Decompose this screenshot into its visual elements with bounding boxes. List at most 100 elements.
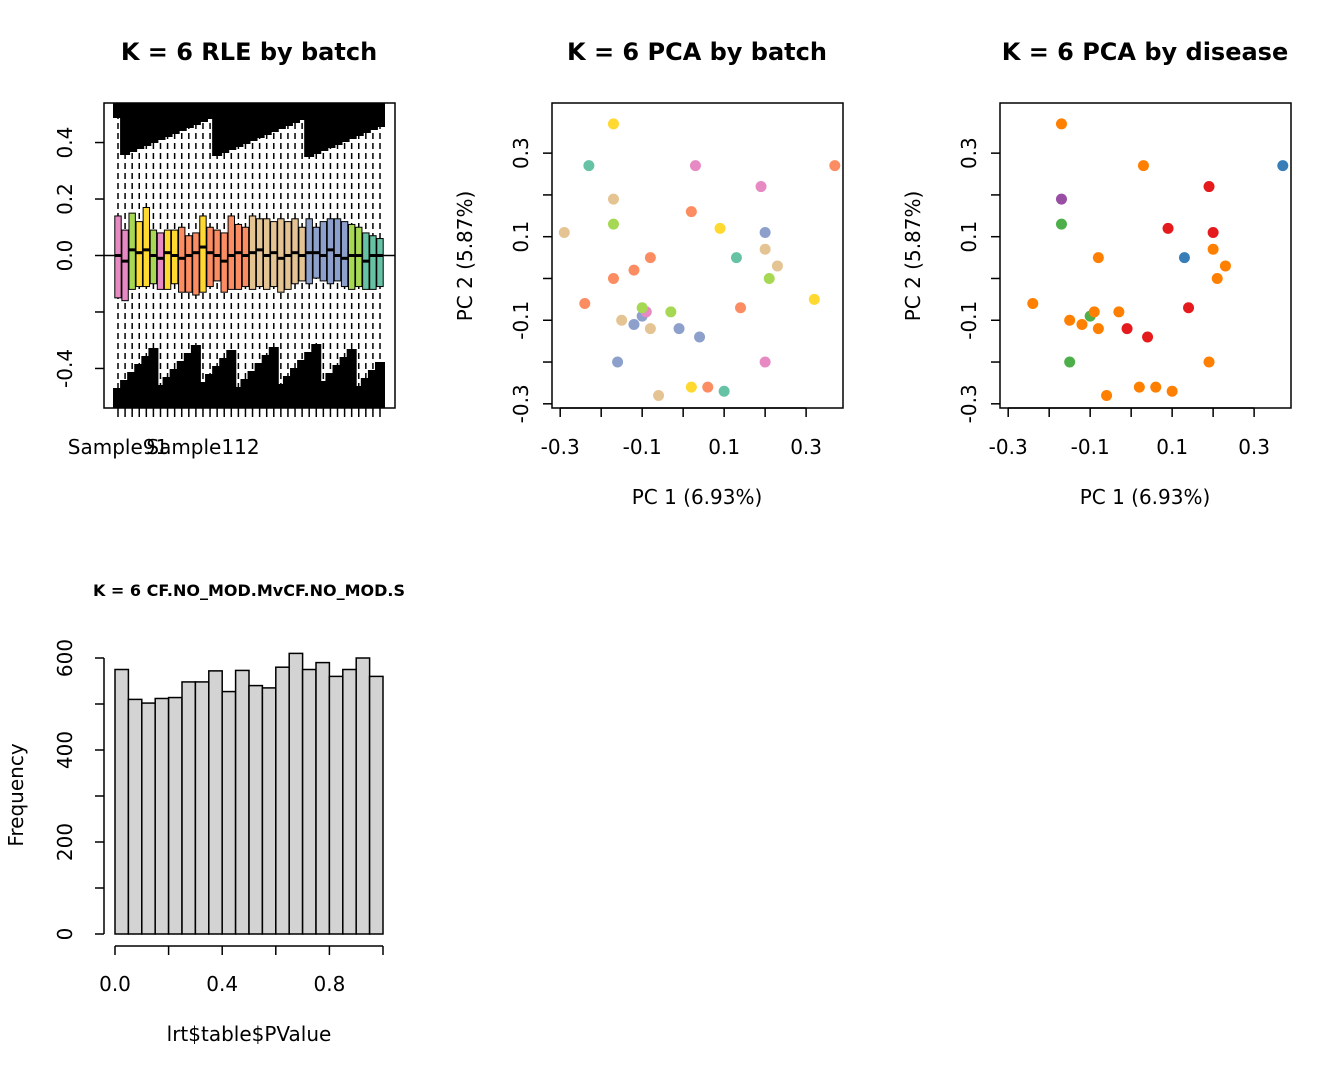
rle-outliers-bottom — [261, 355, 272, 408]
rle-outliers-bottom — [190, 345, 201, 408]
rle-outliers-bottom — [219, 358, 230, 408]
hist-bar — [181, 681, 197, 935]
pca-disease-point — [1064, 314, 1076, 326]
pca-disease-point — [1055, 193, 1067, 205]
rle-outliers-bottom — [120, 380, 131, 408]
rle-outliers-bottom — [353, 386, 364, 408]
pca-disease-x-tick-label: -0.3 — [989, 435, 1028, 459]
rle-outliers-top — [275, 103, 286, 129]
pca-disease-x-tick-label: 0.3 — [1238, 435, 1270, 459]
pca-disease-point — [1277, 160, 1289, 172]
rle-outliers-bottom — [205, 374, 216, 408]
pca-batch-point — [714, 222, 726, 234]
hist-bar — [261, 687, 277, 935]
rle-outliers-bottom — [346, 349, 357, 408]
rle-outliers-bottom — [183, 353, 194, 408]
hist-bar — [275, 666, 290, 935]
pca-batch-point — [771, 260, 783, 272]
pca-disease-point — [1092, 323, 1104, 335]
hist-bar — [368, 675, 384, 935]
rle-outliers-bottom — [311, 344, 322, 408]
rle-box — [227, 215, 235, 290]
rle-outliers-bottom — [134, 364, 145, 408]
hist-y-tick-label: 200 — [53, 823, 77, 861]
rle-outliers-top — [205, 103, 216, 119]
rle-outliers-bottom — [254, 363, 265, 408]
rle-box — [277, 218, 285, 293]
pca-disease-y-tick-label: 0.3 — [957, 137, 981, 169]
rle-box — [142, 206, 151, 288]
rle-outliers-bottom — [339, 357, 350, 408]
pca-disease-point — [1137, 160, 1149, 172]
pca-batch-frame — [551, 102, 844, 409]
pca-batch-point — [644, 252, 656, 264]
pca-disease-frame — [999, 102, 1292, 409]
pca-batch-point — [628, 318, 640, 330]
rle-outliers-top — [261, 103, 272, 135]
rle-outliers-top — [219, 103, 230, 153]
hist-bar — [234, 669, 250, 935]
pca-batch-point — [644, 323, 656, 335]
rle-outliers-top — [176, 103, 187, 131]
rle-y-tick-label: 0.0 — [53, 240, 77, 272]
rle-box — [185, 235, 193, 293]
pca-disease-point — [1076, 318, 1088, 330]
rle-outliers-bottom — [212, 366, 223, 408]
rle-box — [121, 229, 129, 302]
pca-disease-y-tick-label: -0.3 — [957, 384, 981, 423]
pca-batch-point — [616, 314, 628, 326]
rle-outliers-top — [247, 103, 258, 141]
rle-outliers-top — [311, 103, 322, 154]
rle-box — [369, 235, 377, 290]
rle-outliers-top — [212, 103, 223, 156]
rle-outliers-bottom — [113, 388, 123, 408]
rle-box — [234, 223, 243, 290]
rle-outliers-bottom — [197, 382, 208, 408]
rle-outliers-bottom — [148, 348, 159, 408]
rle-y-tick-label: -0.4 — [53, 349, 77, 388]
rle-outliers-bottom — [360, 378, 371, 408]
rle-outliers-top — [190, 103, 201, 125]
hist-bar — [342, 668, 357, 935]
pca-disease-x-tick-label: 0.1 — [1156, 435, 1188, 459]
rle-outliers-bottom — [318, 381, 329, 408]
hist-bar — [208, 670, 223, 935]
rle-box — [163, 229, 172, 290]
hist-x-tick-label: 0.4 — [206, 972, 238, 996]
rle-box — [156, 232, 165, 290]
pca-batch-point — [665, 306, 677, 318]
rle-outliers-bottom — [375, 362, 385, 408]
rle-outliers-top — [290, 103, 301, 123]
rle-outliers-top — [113, 103, 123, 118]
pca-disease-point — [1178, 252, 1190, 264]
pca-disease-point — [1183, 302, 1195, 314]
pca-batch-point — [685, 206, 697, 218]
pca-batch-axes: -0.3 -0.1 0.1 0.3 -0.3 -0.1 0.1 0.3 — [509, 137, 822, 459]
rle-outliers-top — [254, 103, 265, 138]
rle-box — [333, 218, 342, 282]
pca-batch-point — [759, 243, 771, 255]
pca-disease-point — [1207, 227, 1219, 239]
pca-disease-axes: -0.3 -0.1 0.1 0.3 -0.3 -0.1 0.1 0.3 — [957, 137, 1270, 459]
pca-batch-y-tick-label: -0.1 — [509, 301, 533, 340]
pca-batch-y-tick-label: 0.1 — [509, 221, 533, 253]
rle-box — [255, 218, 264, 288]
pca-disease-y-tick-label: 0.1 — [957, 221, 981, 253]
pca-batch-point — [673, 323, 685, 335]
pca-disease-point — [1211, 272, 1223, 284]
pca-batch-point — [579, 298, 591, 310]
hist-panel: K = 6 CF.NO_MOD.MvCF.NO_MOD.S 0.0 0.4 0.80… — [4, 581, 405, 1046]
pca-batch-point — [583, 160, 595, 172]
rle-outliers-top — [155, 103, 166, 140]
rle-outliers-bottom — [155, 385, 166, 408]
rle-outliers-top — [183, 103, 194, 128]
hist-bar — [315, 661, 331, 935]
rle-outliers-bottom — [226, 350, 237, 408]
pca-batch-x-tick-label: 0.1 — [708, 435, 740, 459]
rle-x-tick-label: Sample91 — [68, 435, 168, 459]
hist-y-tick-label: 0 — [53, 928, 77, 941]
pca-disease-point — [1133, 381, 1145, 393]
rle-box — [192, 232, 200, 296]
